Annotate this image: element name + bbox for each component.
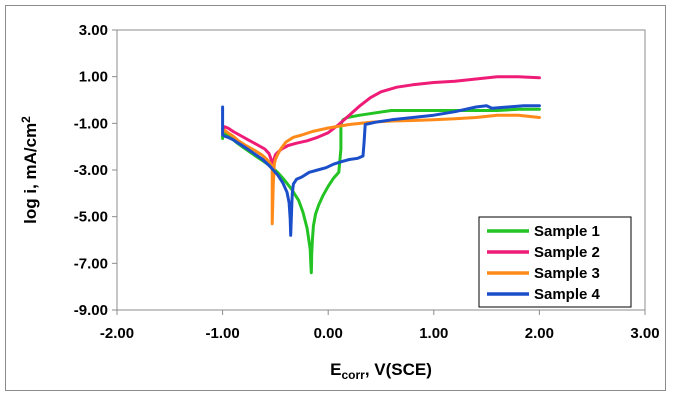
- y-tick-label: -3.00: [74, 162, 108, 179]
- series-line-sample-2: [221, 75, 541, 165]
- y-tick-label: 3.00: [79, 22, 108, 39]
- series-line-sample-3: [221, 113, 541, 226]
- legend-label: Sample 4: [534, 286, 601, 303]
- x-tick-label: 0.00: [314, 325, 343, 342]
- legend-label: Sample 3: [534, 265, 600, 282]
- y-tick-label: 1.00: [79, 69, 108, 86]
- series-line-sample-4: [221, 104, 541, 237]
- y-tick-label: -7.00: [74, 255, 108, 272]
- x-tick-label: -2.00: [100, 325, 134, 342]
- y-axis-title: log i, mA/cm2: [19, 116, 40, 224]
- legend-label: Sample 2: [534, 244, 600, 261]
- series-group: [221, 75, 541, 275]
- y-tick-label: -9.00: [74, 302, 108, 319]
- y-tick-label: -5.00: [74, 209, 108, 226]
- x-tick-label: 2.00: [525, 325, 554, 342]
- legend: Sample 1 Sample 2 Sample 3 Sample 4: [478, 216, 632, 308]
- legend-label: Sample 1: [534, 223, 600, 240]
- x-tick-label: -1.00: [205, 325, 239, 342]
- x-tick-label: 1.00: [419, 325, 448, 342]
- axes: 3.00 1.00 -1.00 -3.00 -5.00 -7.00 -9.00 -2.00 -1…: [74, 22, 660, 342]
- x-tick-label: 3.00: [630, 325, 659, 342]
- y-tick-label: -1.00: [74, 115, 108, 132]
- x-axis-title: Ecorr, V(SCE): [330, 360, 432, 382]
